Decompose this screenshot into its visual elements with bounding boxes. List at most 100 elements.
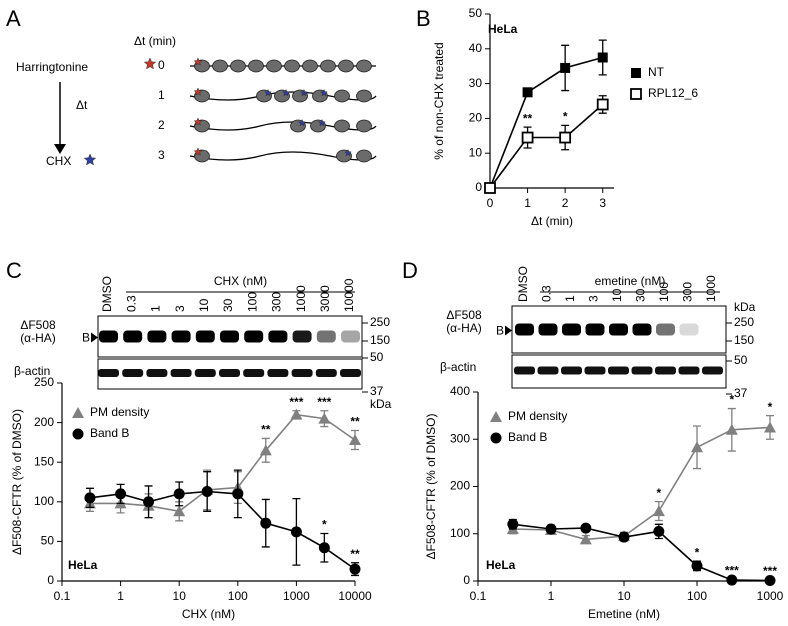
y-tick-label: 0 xyxy=(463,573,470,587)
star-icon xyxy=(318,118,326,127)
marker xyxy=(631,68,641,78)
lane-label: 100 xyxy=(657,282,671,302)
target-label: (α-HA) xyxy=(20,331,56,345)
y-tick-label: 10 xyxy=(469,145,483,159)
significance-label: * xyxy=(768,400,773,414)
mw-label: 37 xyxy=(370,384,384,398)
legend-label: PM density xyxy=(508,409,567,423)
significance-label: ** xyxy=(523,111,533,125)
significance-label: * xyxy=(322,518,327,532)
marker xyxy=(259,444,272,456)
marker xyxy=(173,505,186,517)
mw-label: 150 xyxy=(734,333,754,347)
lane-label: 300 xyxy=(681,282,695,302)
ribosome xyxy=(266,59,282,73)
row-label: 0 xyxy=(158,58,165,72)
legend-label: NT xyxy=(648,65,665,79)
significance-label: ** xyxy=(261,423,271,437)
band-label: B xyxy=(496,324,504,338)
y-tick-label: 20 xyxy=(469,111,483,125)
y-tick-label: 300 xyxy=(450,431,470,445)
star-icon xyxy=(282,88,290,97)
band xyxy=(632,323,652,336)
y-tick-label: 400 xyxy=(450,384,470,398)
band xyxy=(584,366,606,375)
significance-label: *** xyxy=(289,395,303,409)
mw-label: 150 xyxy=(370,333,390,347)
y-tick-label: 0 xyxy=(475,180,482,194)
y-tick-label: 100 xyxy=(450,526,470,540)
band xyxy=(315,369,337,377)
target-label: (α-HA) xyxy=(446,321,482,335)
y-tick-label: 50 xyxy=(469,6,483,20)
band xyxy=(123,330,143,343)
marker xyxy=(260,517,272,529)
star-icon xyxy=(344,148,352,157)
lane-label: 10000 xyxy=(342,278,356,312)
band xyxy=(122,369,144,377)
marker xyxy=(72,407,84,418)
x-axis-label: Δt (min) xyxy=(531,214,573,228)
significance-label: * xyxy=(695,545,700,559)
marker xyxy=(143,496,155,508)
lane-label: 1000 xyxy=(294,285,308,312)
ribosome xyxy=(356,89,372,103)
band xyxy=(195,330,215,343)
lane-label: 30 xyxy=(221,298,235,312)
lane-label: 3000 xyxy=(318,285,332,312)
x-tick-label: 100 xyxy=(687,589,707,603)
x-axis-label: CHX (nM) xyxy=(182,607,235,621)
ribosome xyxy=(334,89,350,103)
band xyxy=(631,366,653,375)
band xyxy=(656,323,675,336)
mw-label: 250 xyxy=(370,315,390,329)
band xyxy=(267,369,289,377)
treatment-label: CHX (nM) xyxy=(214,274,267,288)
y-tick-label: 200 xyxy=(450,479,470,493)
band xyxy=(292,330,312,343)
marker xyxy=(484,182,496,194)
lane-label: DMSO xyxy=(100,276,114,312)
marker xyxy=(560,62,571,73)
loading-label: β-actin xyxy=(440,360,476,374)
x-tick-label: 0.1 xyxy=(54,589,71,603)
marker xyxy=(764,421,776,433)
marker xyxy=(618,531,630,543)
marker xyxy=(580,522,592,534)
ribosome xyxy=(356,149,372,163)
ribosome xyxy=(212,59,228,73)
x-tick-label: 1000 xyxy=(757,589,784,603)
ribosome xyxy=(284,59,300,73)
treatment-label: emetine (nM) xyxy=(595,274,666,288)
marker xyxy=(490,411,502,422)
star-icon xyxy=(193,57,203,66)
band-label: B xyxy=(82,331,90,345)
marker xyxy=(630,88,642,100)
y-tick-label: 200 xyxy=(34,415,54,429)
marker xyxy=(691,560,703,572)
significance-label: *** xyxy=(763,564,777,578)
marker xyxy=(691,441,703,453)
band-arrow xyxy=(91,332,98,343)
loading-label: β-actin xyxy=(14,364,50,378)
target-label: ΔF508 xyxy=(20,318,56,332)
row-label: 1 xyxy=(158,88,165,102)
significance-label: * xyxy=(563,110,568,124)
marker xyxy=(349,563,361,575)
x-tick-label: 1000 xyxy=(283,589,310,603)
lane-label: 10 xyxy=(610,288,624,302)
blot-frame xyxy=(97,358,363,390)
band xyxy=(99,330,118,343)
significance-label: ** xyxy=(350,547,360,561)
marker xyxy=(653,525,665,537)
unit-label: kDa xyxy=(734,300,756,314)
x-tick-label: 0 xyxy=(487,196,494,210)
marker xyxy=(725,423,738,435)
lane-label: DMSO xyxy=(516,266,530,302)
x-tick-label: 3 xyxy=(599,196,606,210)
blot-frame xyxy=(97,315,363,358)
blot-frame xyxy=(511,354,727,389)
band xyxy=(537,366,559,375)
panel-label: B xyxy=(416,6,431,31)
